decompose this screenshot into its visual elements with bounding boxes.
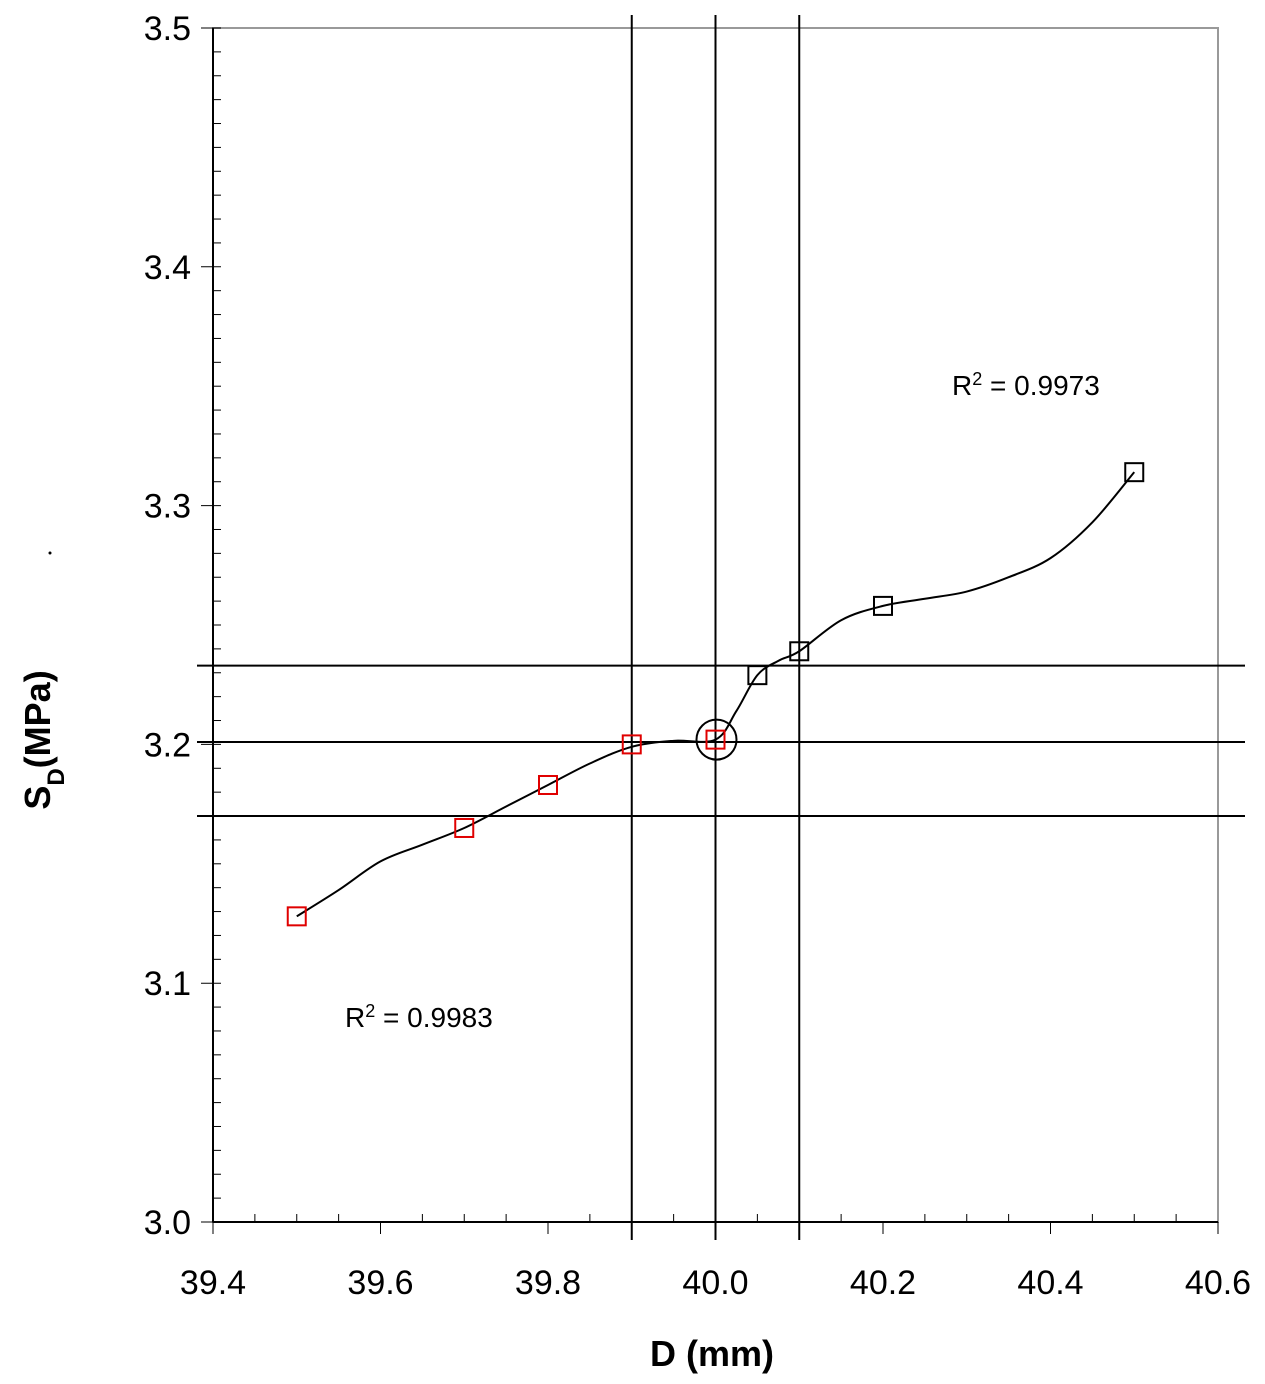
intersection-circle (695, 718, 738, 761)
data-point-series-2 (747, 665, 768, 686)
data-markers (286, 462, 1145, 927)
y-tick-label: 3.4 (144, 249, 191, 287)
y-minor-ticks (213, 51, 221, 1199)
y-axis-label: SD(MPa) (17, 670, 70, 809)
reference-lines (197, 15, 1245, 1240)
data-point-series-1 (286, 906, 307, 927)
x-tick-label: 40.4 (1017, 1264, 1083, 1302)
x-tick-label: 40.2 (850, 1264, 916, 1302)
y-tick-label: 3.1 (144, 965, 191, 1003)
r2-annotation-lower: R2 = 0.9983 (345, 1001, 493, 1033)
data-point-series-2 (789, 641, 810, 662)
x-tick-label: 40.6 (1185, 1264, 1251, 1302)
x-tick-label: 40.0 (682, 1264, 748, 1302)
y-label-dot (48, 551, 52, 555)
r2-annotation-upper: R2 = 0.9973 (952, 369, 1100, 401)
x-axis-label: D (mm) (650, 1333, 774, 1374)
y-tick-label: 3.2 (144, 726, 191, 764)
data-point-series-1 (454, 817, 475, 838)
x-tick-label: 39.4 (180, 1264, 246, 1302)
y-tick-labels: 3.0 3.1 3.2 3.3 3.4 3.5 (144, 10, 191, 1242)
data-point-series-1 (621, 734, 642, 755)
data-point-series-2 (1124, 462, 1145, 483)
fit-curves (296, 471, 1136, 918)
data-point-series-2 (873, 595, 893, 616)
y-tick-label: 3.3 (144, 488, 191, 526)
x-tick-label: 39.6 (347, 1264, 413, 1302)
y-tick-label: 3.0 (144, 1204, 191, 1242)
highlight-circle (695, 718, 738, 761)
x-tick-labels: 39.4 39.6 39.8 40.0 40.2 40.4 40.6 (180, 1264, 1251, 1302)
data-point-series-1 (705, 729, 726, 750)
data-point-series-1 (538, 774, 558, 795)
x-tick-label: 39.8 (515, 1264, 581, 1302)
y-tick-label: 3.5 (144, 10, 191, 48)
fit-curve (296, 471, 1136, 918)
